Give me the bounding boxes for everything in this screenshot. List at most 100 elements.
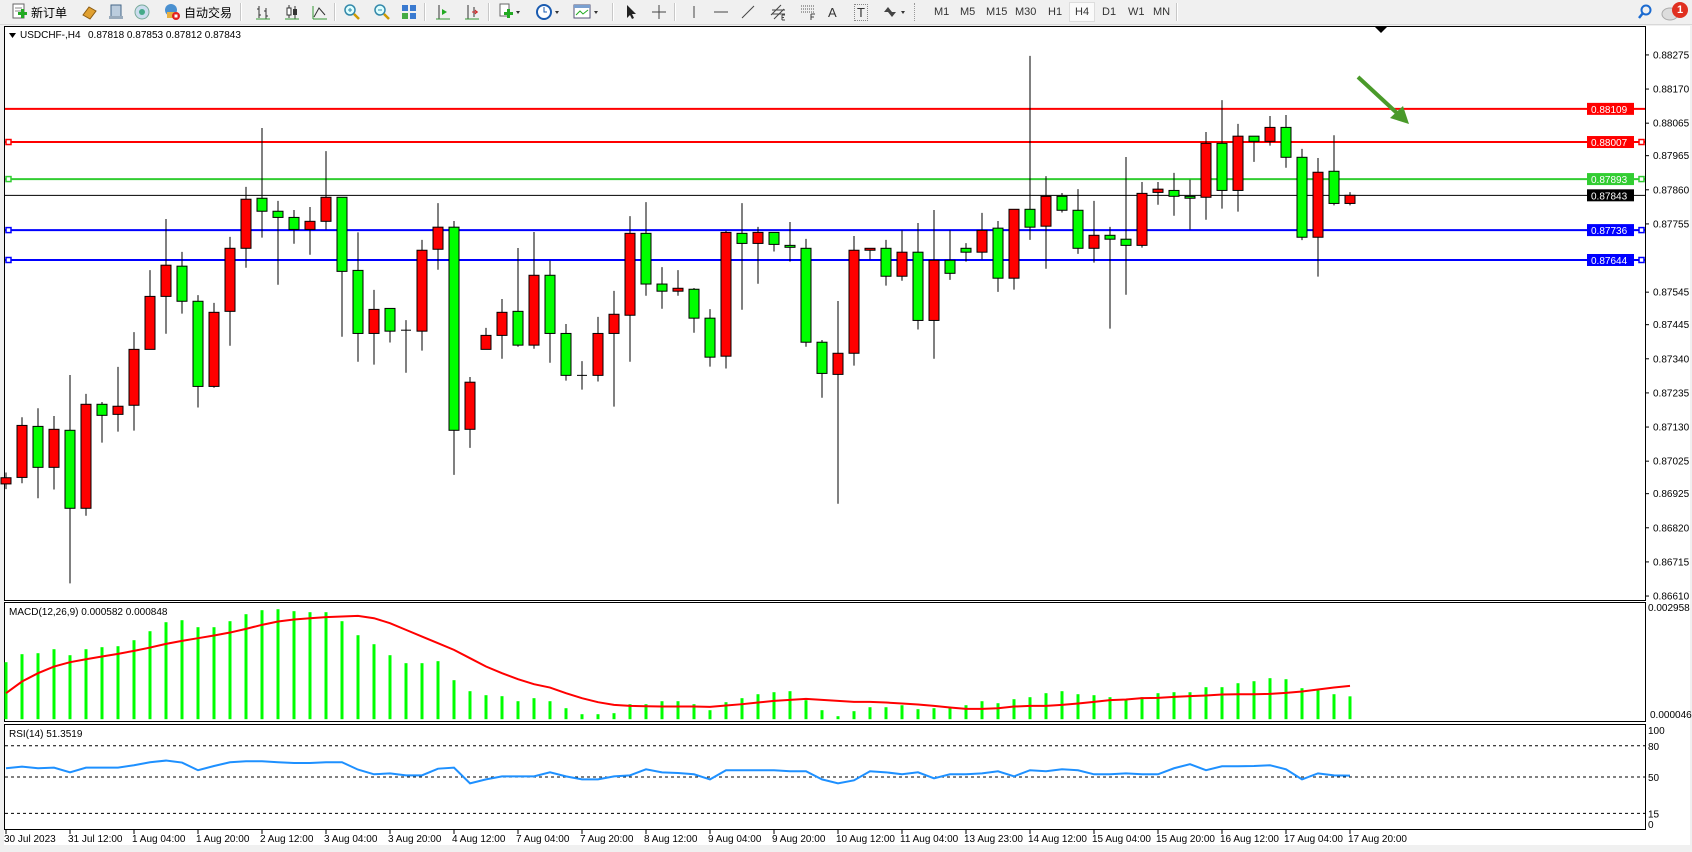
candle-body bbox=[144, 295, 156, 350]
chart-header-triangle-icon[interactable] bbox=[9, 33, 16, 38]
horizontal-line-icon bbox=[714, 11, 728, 13]
macd-histogram-bar bbox=[404, 663, 408, 720]
line-handle-left[interactable] bbox=[5, 256, 12, 264]
time-tick-label: 9 Aug 20:00 bbox=[772, 834, 826, 845]
candle bbox=[1072, 189, 1084, 254]
macd-histogram-bar bbox=[516, 701, 520, 720]
zoom-in-button[interactable] bbox=[343, 2, 361, 22]
candle bbox=[240, 186, 252, 268]
candle-body bbox=[352, 269, 364, 334]
tile-windows-button[interactable] bbox=[400, 2, 418, 22]
chart-shift-button[interactable] bbox=[434, 2, 452, 22]
zoom-out-button[interactable] bbox=[373, 2, 391, 22]
auto-trading-label: 自动交易 bbox=[184, 5, 233, 20]
period-w1[interactable]: W1 bbox=[1128, 6, 1145, 18]
time-tick-label: 10 Aug 12:00 bbox=[836, 834, 895, 845]
text-label-icon: T bbox=[857, 5, 865, 20]
bar-chart-button[interactable] bbox=[254, 2, 272, 22]
trendline-button[interactable] bbox=[739, 2, 757, 22]
line-chart-button[interactable] bbox=[311, 2, 329, 22]
market-watch-button[interactable] bbox=[80, 2, 98, 22]
crosshair-button[interactable] bbox=[650, 2, 668, 22]
candle-body bbox=[1120, 238, 1132, 246]
macd-histogram-bar bbox=[20, 654, 24, 720]
horizontal-line-price-label-box bbox=[1587, 136, 1634, 149]
macd-histogram-bar bbox=[132, 640, 136, 720]
chart-header-symbol: USDCHF-,H4 bbox=[20, 30, 81, 41]
period-m1[interactable]: M1 bbox=[934, 6, 950, 18]
macd-histogram-bar bbox=[228, 621, 232, 720]
equidistant-channel-button[interactable] bbox=[769, 2, 787, 22]
auto-trading-button[interactable]: 自动交易 bbox=[163, 2, 232, 22]
price-tick-label: 0.87755 bbox=[1653, 219, 1690, 230]
arrows-button[interactable] bbox=[880, 2, 908, 22]
time-tick-label: 16 Aug 12:00 bbox=[1220, 834, 1279, 845]
candle bbox=[528, 232, 540, 349]
line-handle-right[interactable] bbox=[1638, 138, 1645, 146]
data-window-button[interactable] bbox=[107, 2, 125, 22]
line-handle-left[interactable] bbox=[5, 175, 12, 183]
line-handle-left[interactable] bbox=[5, 226, 12, 234]
period-m15[interactable]: M15 bbox=[986, 6, 1008, 18]
candlestick-button[interactable] bbox=[283, 2, 301, 22]
macd-histogram-bar bbox=[996, 703, 1000, 720]
line-handle-right[interactable] bbox=[1638, 175, 1645, 183]
chart-shift-marker[interactable] bbox=[1375, 27, 1387, 33]
candle bbox=[1008, 208, 1020, 290]
period-m30[interactable]: M30 bbox=[1015, 6, 1037, 18]
candle bbox=[1104, 226, 1116, 329]
candle-body bbox=[384, 307, 396, 332]
new-order-button[interactable]: 新订单 bbox=[10, 2, 67, 22]
horizontal-line-price-label-text: 0.88109 bbox=[1591, 105, 1628, 116]
macd-histogram-bar bbox=[1092, 695, 1096, 720]
rsi-line bbox=[5, 759, 1351, 785]
candle bbox=[1248, 135, 1260, 162]
period-m5[interactable]: M5 bbox=[960, 6, 976, 18]
horizontal-line-price-label-text: 0.88007 bbox=[1591, 138, 1628, 149]
period-h1[interactable]: H1 bbox=[1048, 6, 1063, 18]
cursor-button[interactable] bbox=[622, 2, 640, 22]
text-tool-button[interactable]: A bbox=[828, 2, 837, 22]
time-tick-label: 17 Aug 20:00 bbox=[1348, 834, 1407, 845]
horizontal-line-price-label-text: 0.87644 bbox=[1591, 256, 1628, 267]
rsi-panel bbox=[4, 724, 1646, 830]
bid-price-label-text: 0.87843 bbox=[1591, 191, 1628, 202]
line-handle-right[interactable] bbox=[1638, 256, 1645, 264]
toolbar-grip[interactable] bbox=[914, 3, 917, 21]
line-handle-right[interactable] bbox=[1638, 226, 1645, 234]
candle-body bbox=[528, 274, 540, 346]
period-d1[interactable]: D1 bbox=[1102, 6, 1117, 18]
macd-histogram-bar bbox=[276, 609, 280, 720]
candle-body bbox=[864, 247, 876, 251]
macd-histogram-bar bbox=[596, 714, 600, 720]
line-handle-left[interactable] bbox=[5, 138, 12, 146]
horizontal-line-button[interactable] bbox=[712, 2, 730, 22]
period-mn[interactable]: MN bbox=[1153, 6, 1171, 18]
signals-button[interactable] bbox=[133, 2, 151, 22]
macd-histogram-bar bbox=[36, 653, 40, 720]
macd-histogram-bar bbox=[260, 610, 264, 720]
indicators-button[interactable] bbox=[497, 2, 521, 22]
text-label-button[interactable]: T bbox=[854, 4, 868, 21]
candle bbox=[128, 332, 140, 431]
vertical-line-icon bbox=[693, 6, 695, 18]
fibonacci-button[interactable] bbox=[799, 2, 817, 22]
macd-histogram-bar bbox=[196, 627, 200, 720]
new-order-icon bbox=[12, 3, 27, 19]
vertical-line-button[interactable] bbox=[685, 2, 703, 22]
macd-histogram-bar bbox=[1268, 678, 1272, 720]
arrow-annotation[interactable] bbox=[1356, 75, 1409, 124]
autoscroll-button[interactable] bbox=[463, 2, 481, 22]
candle bbox=[976, 212, 988, 260]
macd-histogram-bar bbox=[1252, 681, 1256, 720]
candle-body bbox=[0, 477, 12, 485]
auto-trading-icon bbox=[165, 4, 180, 20]
period-h4[interactable]: H4 bbox=[1069, 2, 1096, 22]
templates-button[interactable] bbox=[573, 2, 601, 22]
toolbar-separator bbox=[488, 3, 490, 21]
search-button[interactable] bbox=[1636, 2, 1654, 22]
chart-shift-icon bbox=[436, 5, 450, 20]
zoom-in-icon bbox=[344, 4, 360, 20]
periods-button[interactable] bbox=[535, 2, 561, 22]
